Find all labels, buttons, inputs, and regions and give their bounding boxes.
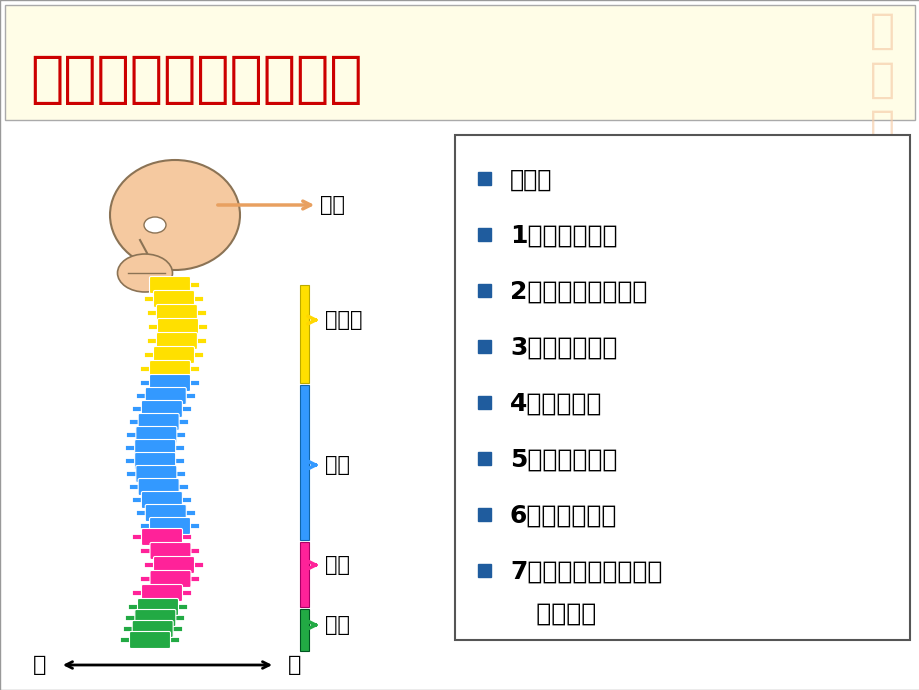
Text: 原因：: 原因： [509,168,551,192]
Bar [478,452,491,465]
Bar [478,508,491,521]
FancyBboxPatch shape [134,440,176,457]
FancyBboxPatch shape [149,360,190,377]
Text: 7、维生素和微量元素: 7、维生素和微量元素 [509,560,662,584]
FancyBboxPatch shape [149,277,190,293]
Ellipse shape [110,160,240,270]
FancyBboxPatch shape [150,571,191,587]
FancyBboxPatch shape [149,518,190,535]
FancyBboxPatch shape [145,504,186,522]
Text: 骶骨: 骶骨 [308,615,349,635]
Bar [478,396,491,409]
FancyBboxPatch shape [138,413,179,431]
FancyBboxPatch shape [156,304,198,322]
Text: 胸椎: 胸椎 [308,455,349,475]
Text: 的缺乏。: 的缺乏。 [509,602,596,626]
Text: 4、过度劳损: 4、过度劳损 [509,392,602,416]
FancyBboxPatch shape [153,557,194,573]
FancyBboxPatch shape [130,631,170,649]
Text: 前: 前 [33,655,47,675]
Bar [478,228,491,241]
FancyBboxPatch shape [153,290,194,308]
Text: 6、过软的床铺: 6、过软的床铺 [509,504,617,528]
Text: 太
阳
神: 太 阳 神 [869,10,894,149]
FancyBboxPatch shape [157,319,199,335]
Bar [455,135,909,640]
FancyBboxPatch shape [142,491,182,509]
Text: 腰椎: 腰椎 [308,555,349,575]
FancyBboxPatch shape [136,426,176,444]
Bar [478,284,491,297]
Bar [5,5,914,120]
FancyBboxPatch shape [153,346,194,364]
Ellipse shape [118,254,173,292]
Bar [300,609,309,651]
Text: 1、进化不完善: 1、进化不完善 [509,224,617,248]
Text: 颅骨: 颅骨 [218,195,345,215]
Text: 5、静力性损伤: 5、静力性损伤 [509,448,617,472]
FancyBboxPatch shape [142,529,182,546]
FancyBboxPatch shape [135,609,176,627]
FancyBboxPatch shape [138,478,179,495]
FancyBboxPatch shape [145,388,186,404]
Bar [478,340,491,353]
FancyBboxPatch shape [142,584,182,602]
Bar [300,385,309,540]
Bar [478,564,491,577]
FancyBboxPatch shape [142,400,182,417]
FancyBboxPatch shape [137,598,178,615]
Ellipse shape [144,217,165,233]
Text: 颈椎骨: 颈椎骨 [308,310,362,330]
FancyBboxPatch shape [149,375,190,391]
Text: 脊柱的结构－外强内弱: 脊柱的结构－外强内弱 [30,53,362,107]
Text: 2、双足直立不稳定: 2、双足直立不稳定 [509,280,647,304]
FancyBboxPatch shape [156,333,198,350]
Bar [478,172,491,185]
Text: 后: 后 [288,655,301,675]
FancyBboxPatch shape [150,542,191,560]
Bar [300,285,309,383]
FancyBboxPatch shape [132,620,173,638]
FancyBboxPatch shape [136,466,176,482]
Bar [300,542,309,607]
Text: 3、受力不平衡: 3、受力不平衡 [509,336,617,360]
FancyBboxPatch shape [134,453,176,469]
